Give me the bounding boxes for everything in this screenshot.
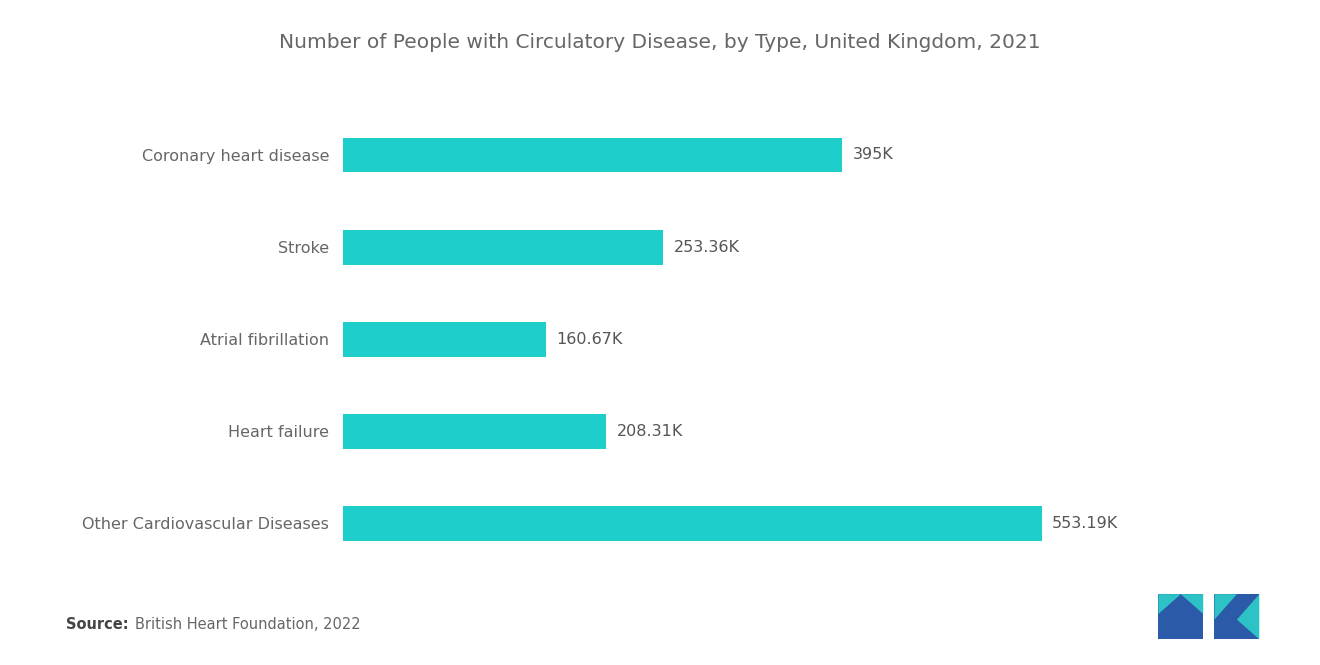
Bar	[343, 138, 842, 172]
Text: 395K: 395K	[853, 148, 894, 162]
Bar	[343, 322, 546, 356]
Text: Number of People with Circulatory Disease, by Type, United Kingdom, 2021: Number of People with Circulatory Diseas…	[280, 33, 1040, 53]
Text: 160.67K: 160.67K	[556, 332, 623, 346]
Text: British Heart Foundation, 2022: British Heart Foundation, 2022	[135, 616, 360, 632]
Text: 208.31K: 208.31K	[616, 424, 682, 439]
Polygon shape	[1181, 595, 1204, 614]
Polygon shape	[1159, 595, 1181, 614]
Polygon shape	[1159, 595, 1204, 640]
Bar	[343, 506, 1041, 541]
Text: Source:: Source:	[66, 616, 128, 632]
Bar	[343, 229, 664, 265]
Text: 253.36K: 253.36K	[673, 239, 739, 255]
Polygon shape	[1214, 595, 1259, 640]
Bar	[343, 414, 606, 449]
Polygon shape	[1214, 595, 1237, 620]
Polygon shape	[1237, 595, 1259, 640]
Text: 553.19K: 553.19K	[1052, 516, 1118, 531]
